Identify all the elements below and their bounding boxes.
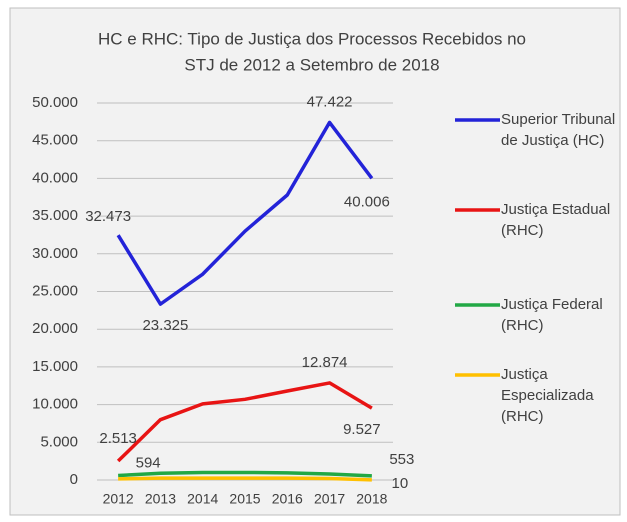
- chart-background: [9, 7, 621, 516]
- data-label: 32.473: [85, 208, 131, 225]
- data-label: 553: [389, 451, 414, 468]
- x-tick-label: 2014: [187, 491, 218, 507]
- data-label: 594: [136, 454, 161, 471]
- x-tick-label: 2016: [272, 491, 303, 507]
- x-tick-label: 2018: [356, 491, 387, 507]
- y-tick-label: 35.000: [32, 207, 78, 224]
- x-tick-label: 2015: [229, 491, 260, 507]
- y-tick-label: 25.000: [32, 282, 78, 299]
- y-tick-label: 50.000: [32, 94, 78, 111]
- legend-label: Justiça Estadual (RHC): [501, 201, 611, 239]
- chart-title: HC e RHC: Tipo de Justiça dos Processos …: [98, 29, 526, 48]
- data-label: 47.422: [307, 93, 353, 110]
- y-tick-label: 45.000: [32, 132, 78, 149]
- legend-label: Superior Tribunal de Justiça (HC): [501, 111, 616, 149]
- data-label: 10: [392, 475, 409, 492]
- y-tick-label: 40.000: [32, 169, 78, 186]
- data-label: 40.006: [344, 193, 390, 210]
- y-tick-label: 10.000: [32, 396, 78, 413]
- chart-title: STJ de 2012 a Setembro de 2018: [184, 55, 439, 74]
- data-label: 9.527: [343, 421, 381, 438]
- x-tick-label: 2017: [314, 491, 345, 507]
- y-tick-label: 0: [70, 471, 78, 488]
- y-tick-label: 15.000: [32, 358, 78, 375]
- legend-label: Justiça Federal (RHC): [501, 296, 603, 334]
- x-tick-label: 2012: [103, 491, 134, 507]
- y-tick-label: 5.000: [40, 433, 78, 450]
- legend-label: Justiça Especializada (RHC): [501, 366, 594, 425]
- series-line: [118, 476, 372, 482]
- series-line: [118, 470, 372, 478]
- data-label: 23.325: [142, 317, 188, 334]
- data-label: 2.513: [99, 430, 137, 447]
- series-line: [116, 381, 373, 463]
- data-label: 12.874: [302, 354, 348, 371]
- y-tick-label: 20.000: [32, 320, 78, 337]
- series-line: [116, 120, 374, 306]
- x-tick-label: 2013: [145, 491, 176, 507]
- y-tick-label: 30.000: [32, 245, 78, 262]
